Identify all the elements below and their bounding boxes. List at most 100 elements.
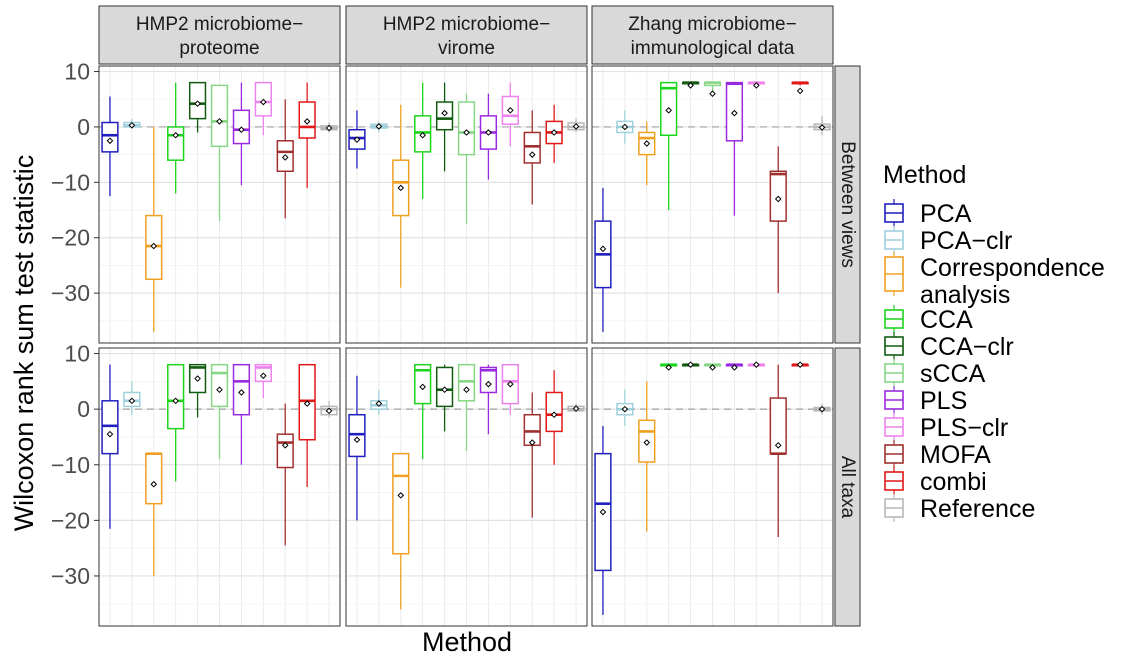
box-reference bbox=[567, 403, 585, 412]
mean-point bbox=[687, 82, 694, 89]
column-strip bbox=[98, 5, 341, 65]
mean-point bbox=[281, 441, 289, 449]
mean-point bbox=[796, 87, 804, 95]
box-cca-clr bbox=[681, 361, 700, 368]
mean-point bbox=[238, 389, 245, 396]
mean-point bbox=[216, 386, 223, 394]
box-cca-clr bbox=[435, 82, 454, 172]
mean-point bbox=[643, 439, 651, 446]
legend-label: PCA bbox=[920, 200, 972, 228]
column-strip bbox=[345, 5, 588, 65]
mean-point bbox=[172, 131, 179, 139]
mean-point bbox=[550, 129, 558, 136]
mean-point bbox=[303, 118, 311, 125]
box-correspondence bbox=[392, 104, 410, 288]
mean-point bbox=[238, 126, 245, 134]
box-pca bbox=[594, 425, 612, 615]
mean-point bbox=[774, 195, 782, 203]
box-pls-clr bbox=[747, 361, 765, 368]
column-strip bbox=[591, 5, 834, 65]
legend-item: combi bbox=[884, 467, 987, 496]
mean-point bbox=[572, 405, 580, 412]
box-pls bbox=[479, 364, 498, 435]
y-tick-label: 0 bbox=[77, 396, 90, 422]
legend-item: sCCA bbox=[884, 359, 986, 388]
row-strip-label: All taxa bbox=[837, 456, 858, 519]
mean-point bbox=[731, 364, 738, 371]
row-strip bbox=[834, 65, 861, 344]
box-pls-clr bbox=[747, 81, 765, 89]
row-strip-label: Between views bbox=[837, 141, 858, 268]
legend-item: MOFA bbox=[884, 440, 991, 469]
box-reference bbox=[813, 115, 831, 136]
mean-point bbox=[599, 508, 607, 516]
box bbox=[101, 400, 119, 455]
y-axis-ticks: 10 0 −10 −20 −30 10 0 −10 −20 −30 bbox=[51, 59, 99, 589]
legend-label: sCCA bbox=[920, 360, 986, 388]
x-axis-title: Method bbox=[422, 627, 512, 657]
mean-point bbox=[818, 124, 826, 131]
mean-point bbox=[128, 397, 136, 405]
box-pls-clr bbox=[254, 363, 272, 399]
legend-label: PLS bbox=[920, 387, 967, 415]
mean-point bbox=[419, 131, 426, 139]
box bbox=[457, 101, 476, 156]
y-tick-label: −30 bbox=[51, 280, 90, 306]
box-cca bbox=[414, 363, 432, 460]
mean-point bbox=[731, 109, 738, 117]
box bbox=[210, 84, 229, 148]
box-scca bbox=[457, 363, 476, 451]
row-strip bbox=[834, 347, 861, 627]
facet-panels bbox=[98, 65, 834, 627]
mean-point bbox=[194, 375, 201, 382]
mean-point bbox=[643, 140, 651, 147]
legend-item: PCA bbox=[884, 199, 972, 228]
box bbox=[479, 366, 498, 394]
box-pca-clr bbox=[616, 110, 634, 144]
box-pca-clr bbox=[616, 389, 634, 426]
box-pca bbox=[101, 96, 119, 197]
mean-point bbox=[507, 380, 514, 388]
mean-point bbox=[260, 98, 267, 106]
box-cca bbox=[414, 82, 432, 199]
mean-point bbox=[621, 405, 629, 413]
box-pls-clr bbox=[501, 82, 519, 147]
mean-point bbox=[150, 480, 158, 488]
box-pls bbox=[232, 363, 251, 465]
box-reference bbox=[567, 118, 585, 133]
box-pls-clr bbox=[254, 81, 272, 136]
box-scca bbox=[703, 363, 722, 371]
mean-point bbox=[709, 364, 716, 371]
box-pls bbox=[479, 93, 498, 180]
box-mofa bbox=[276, 403, 294, 546]
box bbox=[167, 363, 185, 430]
column-strip-label: HMP2 microbiome− proteome bbox=[136, 14, 303, 59]
mean-point bbox=[397, 184, 405, 192]
mean-point bbox=[753, 82, 760, 89]
mean-point bbox=[528, 439, 536, 446]
box-pca bbox=[348, 375, 366, 521]
box-reference bbox=[813, 403, 831, 415]
mean-point bbox=[463, 129, 470, 136]
y-axis-title: Wilcoxon rank sum test statistic bbox=[9, 155, 39, 532]
box-pls-clr bbox=[501, 363, 519, 415]
box-combi bbox=[545, 370, 563, 465]
mean-point bbox=[194, 100, 201, 107]
box bbox=[348, 413, 366, 458]
y-tick-label: 10 bbox=[64, 59, 90, 85]
legend-label: PCA−clr bbox=[920, 227, 1012, 255]
mean-point bbox=[507, 107, 514, 114]
box-reference bbox=[320, 400, 338, 418]
box-pca-clr bbox=[370, 389, 388, 415]
box-cca-clr bbox=[435, 364, 454, 432]
legend-title: Method bbox=[883, 161, 966, 189]
box-combi bbox=[791, 361, 809, 368]
legend-label: Reference bbox=[920, 495, 1035, 523]
legend-label: CCA−clr bbox=[920, 333, 1014, 361]
mean-point bbox=[485, 380, 492, 388]
box-scca bbox=[703, 81, 722, 98]
mean-point bbox=[172, 397, 179, 405]
box-cca bbox=[660, 81, 678, 211]
box-scca bbox=[210, 363, 229, 460]
